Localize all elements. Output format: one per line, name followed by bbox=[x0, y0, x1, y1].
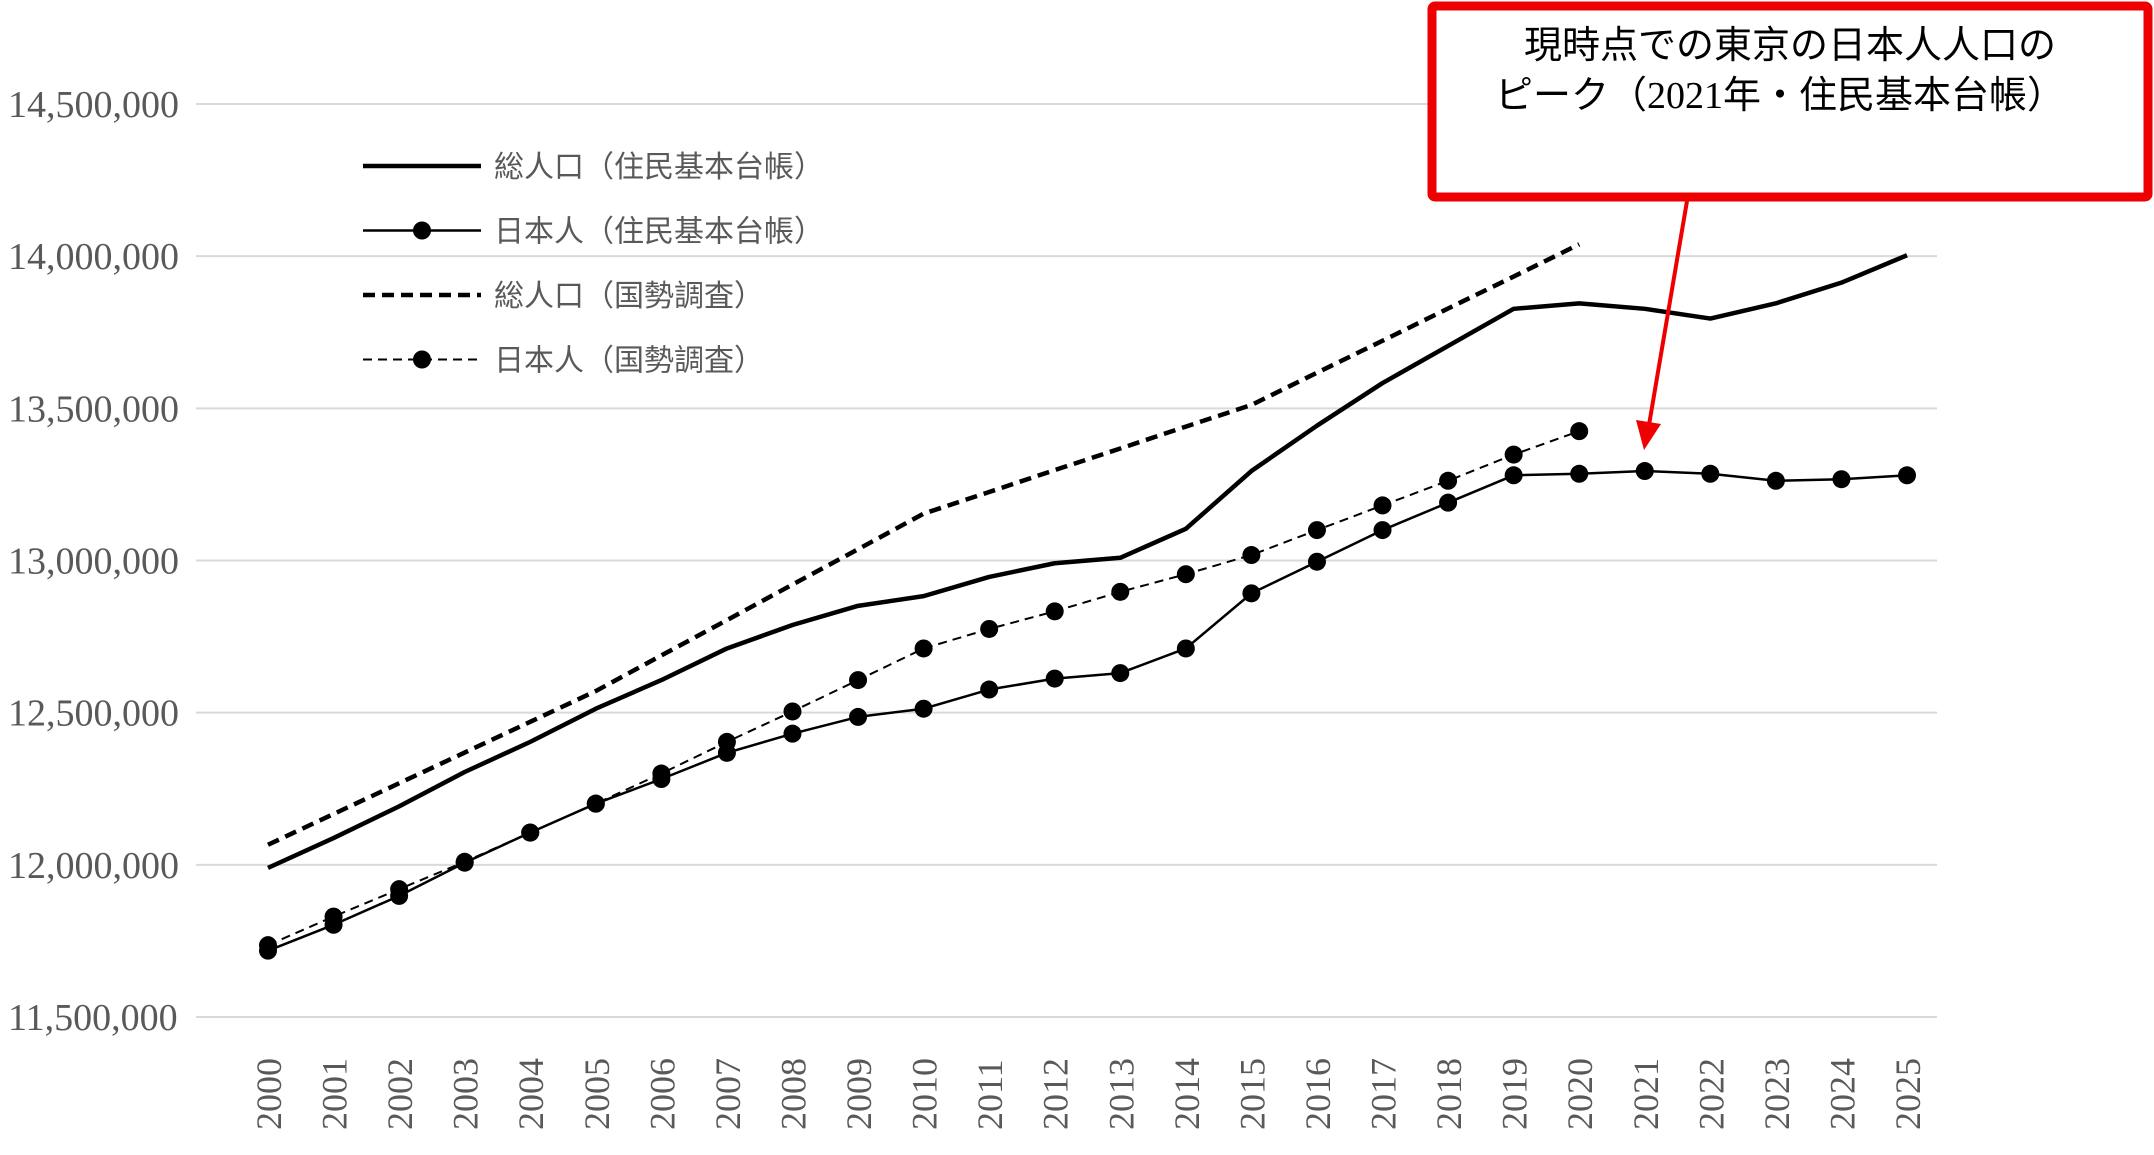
data-point bbox=[455, 852, 474, 871]
x-tick-label: 2002 bbox=[380, 1058, 420, 1130]
data-point bbox=[1045, 602, 1064, 621]
legend-label-3: 総人口（国勢調査） bbox=[494, 280, 764, 313]
x-tick-label: 2016 bbox=[1298, 1058, 1338, 1130]
x-tick-label: 2017 bbox=[1364, 1058, 1404, 1130]
legend-label-2: 日本人（住民基本台帳） bbox=[494, 216, 824, 249]
x-tick-label: 2004 bbox=[511, 1058, 551, 1130]
series-group bbox=[259, 242, 1916, 960]
data-point bbox=[1307, 521, 1326, 540]
x-tick-label: 2022 bbox=[1691, 1058, 1731, 1130]
y-tick-label: 12,500,000 bbox=[8, 693, 179, 735]
data-point bbox=[1439, 471, 1458, 490]
series-line-3 bbox=[267, 242, 1581, 847]
legend-marker bbox=[413, 221, 431, 240]
annotation-arrow bbox=[1647, 200, 1689, 426]
data-point bbox=[1242, 584, 1261, 603]
y-tick-label: 13,000,000 bbox=[8, 541, 179, 583]
data-point bbox=[1176, 639, 1195, 658]
data-point bbox=[1111, 582, 1130, 601]
data-point bbox=[652, 764, 671, 783]
data-point bbox=[1832, 470, 1851, 489]
data-point bbox=[1307, 552, 1326, 571]
x-tick-label: 2019 bbox=[1495, 1058, 1535, 1130]
data-point bbox=[1701, 464, 1720, 483]
data-point bbox=[1635, 462, 1654, 481]
data-point bbox=[980, 619, 999, 638]
y-axis-ticks: 11,500,000 12,000,000 12,500,000 13,000,000… bbox=[8, 84, 179, 1039]
annotation-line-1: 現時点での東京の日本人人口の bbox=[1524, 25, 2056, 67]
x-tick-label: 2010 bbox=[905, 1058, 945, 1130]
gridlines bbox=[196, 103, 1937, 1018]
data-point bbox=[390, 880, 409, 899]
x-tick-label: 2006 bbox=[642, 1058, 682, 1130]
x-tick-label: 2020 bbox=[1560, 1058, 1600, 1130]
x-tick-label: 2011 bbox=[970, 1059, 1010, 1130]
data-point bbox=[1439, 493, 1458, 512]
x-tick-label: 2025 bbox=[1888, 1058, 1928, 1130]
series-line-1 bbox=[267, 253, 1908, 870]
x-tick-label: 2012 bbox=[1036, 1058, 1076, 1130]
y-tick-label: 11,500,000 bbox=[8, 997, 178, 1039]
y-tick-label: 12,000,000 bbox=[8, 845, 179, 887]
y-tick-label: 13,500,000 bbox=[8, 388, 179, 430]
series-line-2 bbox=[267, 469, 1908, 952]
data-point bbox=[324, 907, 343, 926]
data-point bbox=[1045, 669, 1064, 688]
x-tick-label: 2024 bbox=[1822, 1058, 1862, 1130]
data-point bbox=[586, 794, 605, 813]
data-point bbox=[1504, 466, 1523, 485]
x-tick-label: 2015 bbox=[1232, 1058, 1272, 1130]
data-point bbox=[1766, 471, 1785, 490]
annotation-line-2: ピーク（2021年・住民基本台帳） bbox=[1495, 75, 2065, 117]
data-point bbox=[1570, 422, 1589, 441]
data-point bbox=[259, 936, 277, 955]
data-point bbox=[783, 702, 802, 721]
legend-label-1: 総人口（住民基本台帳） bbox=[494, 151, 824, 184]
x-tick-label: 2005 bbox=[577, 1058, 617, 1130]
data-point bbox=[1242, 546, 1261, 565]
legend: 総人口（住民基本台帳） 日本人（住民基本台帳） 総人口（国勢調査） 日本人（国勢調査） bbox=[363, 151, 824, 378]
x-axis-ticks: 2000 2001 2002 2003 2004 2005 2006 2007 2008 2009… bbox=[249, 1058, 1928, 1130]
data-point bbox=[1898, 466, 1916, 485]
x-tick-label: 2021 bbox=[1626, 1058, 1666, 1130]
x-tick-label: 2007 bbox=[708, 1058, 748, 1130]
data-point bbox=[783, 724, 802, 743]
data-point bbox=[1111, 664, 1130, 683]
x-tick-label: 2023 bbox=[1757, 1058, 1797, 1130]
x-tick-label: 2009 bbox=[839, 1058, 879, 1130]
data-point bbox=[914, 639, 933, 658]
y-tick-label: 14,000,000 bbox=[8, 236, 179, 278]
data-point bbox=[980, 680, 999, 699]
x-tick-label: 2001 bbox=[315, 1058, 355, 1130]
data-point bbox=[1176, 565, 1195, 584]
data-point bbox=[849, 671, 868, 690]
data-point bbox=[914, 699, 933, 718]
data-point bbox=[717, 732, 736, 751]
data-point bbox=[1373, 521, 1392, 540]
data-point bbox=[1504, 445, 1523, 464]
arrowhead-icon bbox=[1636, 420, 1661, 450]
data-point bbox=[849, 707, 868, 726]
x-tick-label: 2008 bbox=[773, 1058, 813, 1130]
series-line-4 bbox=[267, 430, 1580, 947]
legend-label-4: 日本人（国勢調査） bbox=[494, 345, 764, 378]
x-tick-label: 2003 bbox=[446, 1058, 486, 1130]
x-tick-label: 2018 bbox=[1429, 1058, 1469, 1130]
legend-marker bbox=[413, 350, 431, 369]
x-tick-label: 2014 bbox=[1167, 1058, 1207, 1130]
x-tick-label: 2013 bbox=[1101, 1058, 1141, 1130]
data-point bbox=[1570, 464, 1589, 483]
data-point bbox=[521, 823, 540, 842]
y-tick-label: 14,500,000 bbox=[8, 84, 179, 126]
peak-annotation: 現時点での東京の日本人人口の ピーク（2021年・住民基本台帳） bbox=[1427, 1, 2153, 450]
annotation-box bbox=[1427, 1, 2153, 202]
data-point bbox=[1373, 496, 1392, 515]
x-tick-label: 2000 bbox=[249, 1058, 289, 1130]
